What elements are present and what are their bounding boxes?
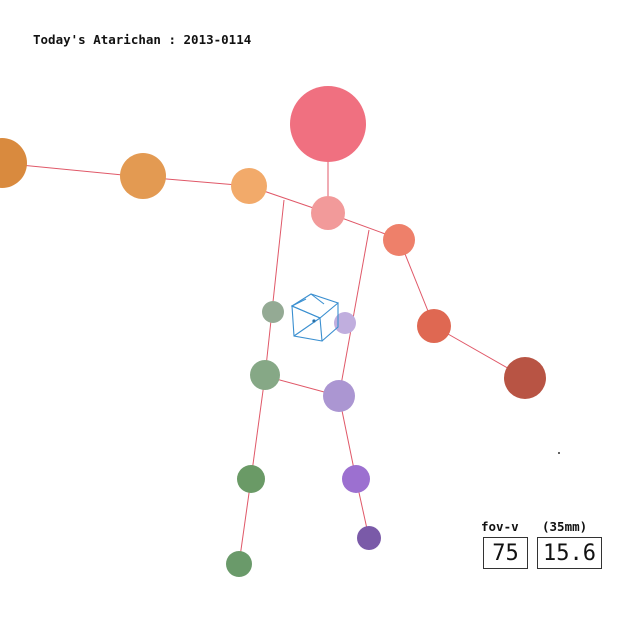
- joint-knee-right[interactable]: [342, 465, 370, 493]
- cube-side-edges: [321, 303, 339, 342]
- joint-elbow-right[interactable]: [417, 309, 451, 343]
- wireframe-cube-icon[interactable]: [290, 293, 340, 342]
- cube-center-dot: [312, 319, 316, 323]
- fov-v-input[interactable]: [483, 537, 528, 569]
- joint-foot-left[interactable]: [226, 551, 252, 577]
- joint-hip-left[interactable]: [262, 301, 284, 323]
- joint-pelvis-left[interactable]: [250, 360, 280, 390]
- joint-shoulder-right[interactable]: [383, 224, 415, 256]
- joint-neck[interactable]: [311, 196, 345, 230]
- stray-point: [558, 452, 560, 454]
- joint-hand-right[interactable]: [504, 357, 546, 399]
- bone-thigh-left: [250, 375, 266, 480]
- lens-label: (35mm): [542, 519, 588, 534]
- joint-knee-left[interactable]: [237, 465, 265, 493]
- joint-hand-left[interactable]: [0, 138, 27, 188]
- cube-front-face: [291, 305, 323, 342]
- cube-diagonal: [293, 317, 321, 337]
- fov-v-label: fov-v: [481, 519, 519, 534]
- page-title: Today's Atarichan : 2013-0114: [33, 32, 252, 47]
- joints[interactable]: [0, 86, 546, 577]
- bone-torso-left: [264, 199, 285, 377]
- joint-head[interactable]: [290, 86, 366, 162]
- cube-inner-edge-a: [310, 293, 325, 305]
- bone-shin-left: [238, 478, 252, 565]
- lens-mm-input[interactable]: [537, 537, 602, 569]
- joint-elbow-left[interactable]: [120, 153, 166, 199]
- joint-foot-right[interactable]: [357, 526, 381, 550]
- joint-shoulder-left[interactable]: [231, 168, 267, 204]
- cube-inner-edge-b: [291, 298, 307, 307]
- joint-pelvis-right[interactable]: [323, 380, 355, 412]
- bone-torso-right: [338, 229, 370, 397]
- joint-hip-right[interactable]: [334, 312, 356, 334]
